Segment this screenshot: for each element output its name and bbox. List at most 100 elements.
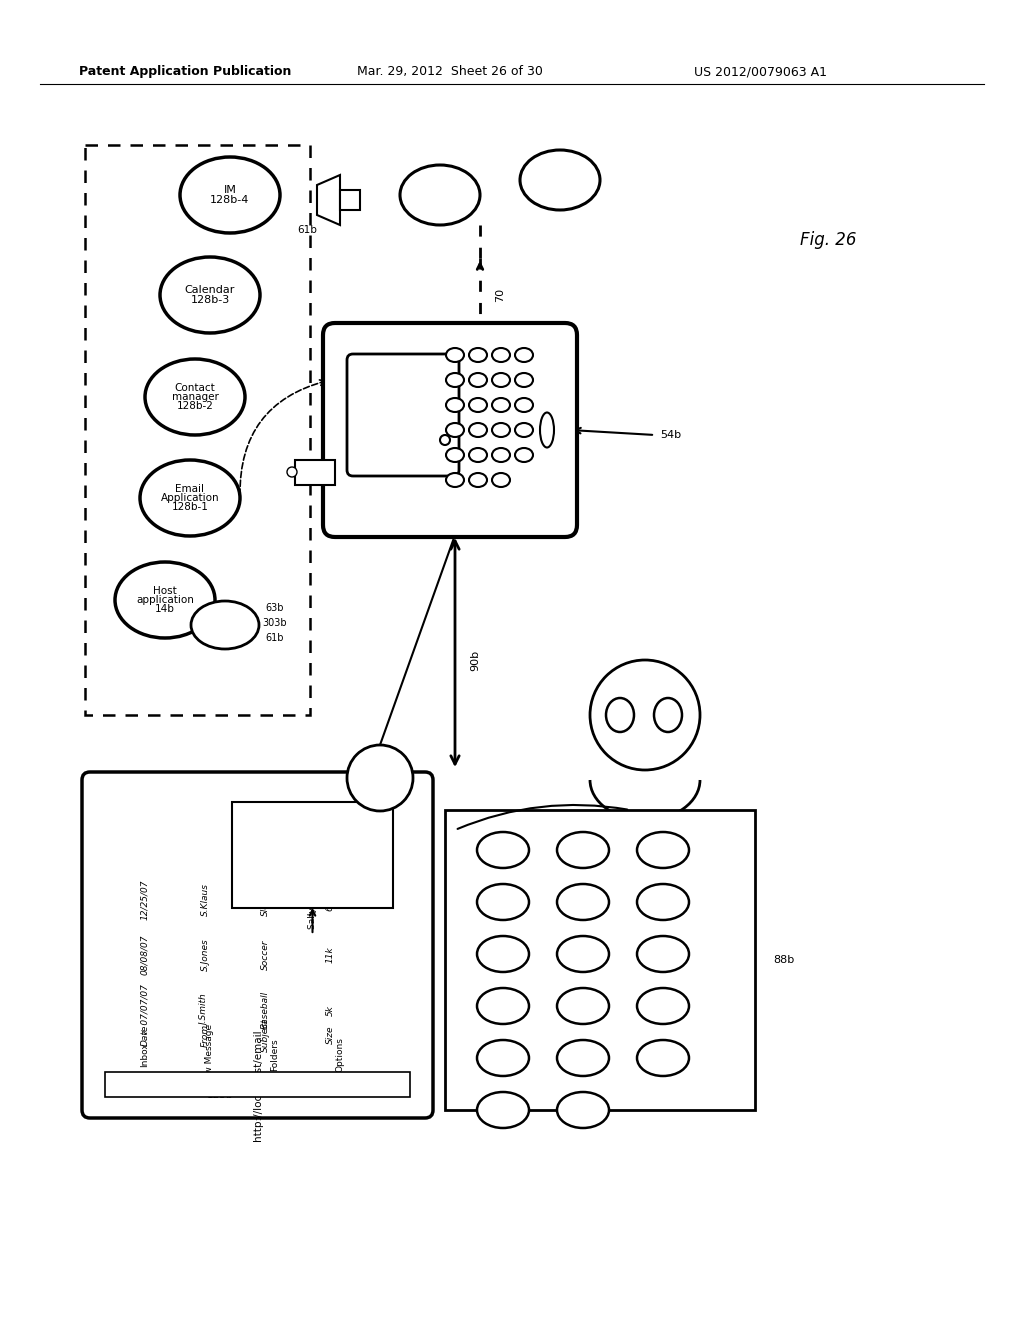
Ellipse shape [140,459,240,536]
Ellipse shape [492,348,510,362]
Ellipse shape [637,1040,689,1076]
Circle shape [440,436,450,445]
Ellipse shape [492,422,510,437]
Text: Fig. 26: Fig. 26 [800,231,856,249]
Ellipse shape [477,832,529,869]
Text: New Message: New Message [206,1024,214,1086]
Ellipse shape [469,422,487,437]
Ellipse shape [492,447,510,462]
Ellipse shape [477,884,529,920]
Text: Mar. 29, 2012  Sheet 26 of 30: Mar. 29, 2012 Sheet 26 of 30 [357,66,543,78]
Text: 14b: 14b [155,605,175,614]
Text: 303b: 303b [263,618,288,628]
Text: 11k: 11k [326,946,335,964]
Text: 620k: 620k [326,888,335,911]
Ellipse shape [515,447,534,462]
Ellipse shape [469,348,487,362]
Circle shape [347,744,413,810]
Ellipse shape [557,1040,609,1076]
Text: 128b-1: 128b-1 [172,502,209,512]
Text: 128b-2: 128b-2 [176,401,213,411]
Ellipse shape [637,884,689,920]
Text: Subject: Subject [260,1018,269,1052]
Text: 12/25/07: 12/25/07 [140,879,150,920]
Text: US 2012/0079063 A1: US 2012/0079063 A1 [693,66,826,78]
Text: Inbox: Inbox [140,1043,150,1068]
Text: 60b-4: 60b-4 [545,172,575,181]
FancyBboxPatch shape [347,354,459,477]
Text: ✓ 07/07/07: ✓ 07/07/07 [140,985,150,1035]
Bar [105,1072,410,1097]
Text: 123b: 123b [207,1090,233,1100]
FancyBboxPatch shape [232,803,393,908]
Ellipse shape [477,1092,529,1129]
Text: S.Jones: S.Jones [201,939,210,972]
Polygon shape [340,190,360,210]
Ellipse shape [637,936,689,972]
Ellipse shape [557,884,609,920]
Text: 128b-3: 128b-3 [190,294,229,305]
Text: 60b-1: 60b-1 [425,187,455,197]
Bar [445,810,755,1110]
Text: Sleighs: Sleighs [260,884,269,916]
Text: 88b: 88b [773,954,795,965]
Ellipse shape [492,473,510,487]
Text: 54b: 54b [660,430,681,440]
Text: Email: Email [175,484,205,494]
Ellipse shape [557,987,609,1024]
Text: Size: Size [326,1026,335,1044]
Text: 5k: 5k [326,1005,335,1015]
Text: Contact: Contact [175,383,215,393]
Ellipse shape [515,399,534,412]
Ellipse shape [515,374,534,387]
Ellipse shape [446,473,464,487]
Ellipse shape [515,348,534,362]
Ellipse shape [400,165,480,224]
Circle shape [287,467,297,477]
Ellipse shape [637,987,689,1024]
Text: IM: IM [223,185,237,195]
Ellipse shape [606,698,634,733]
Text: Soccer: Soccer [260,940,269,970]
Text: S.Klaus: S.Klaus [201,883,210,916]
Ellipse shape [446,422,464,437]
Ellipse shape [654,698,682,733]
Ellipse shape [540,412,554,447]
Text: Application: Application [161,492,219,503]
Ellipse shape [469,399,487,412]
Ellipse shape [492,374,510,387]
Text: 30.1b: 30.1b [210,620,240,630]
Text: application: application [136,595,194,605]
Text: Patent Application Publication: Patent Application Publication [79,66,291,78]
Ellipse shape [180,157,280,234]
Ellipse shape [446,374,464,387]
Ellipse shape [477,936,529,972]
Text: J.Smith: J.Smith [201,994,210,1026]
Ellipse shape [469,473,487,487]
Ellipse shape [557,936,609,972]
Polygon shape [317,176,340,224]
Text: 08/08/07: 08/08/07 [140,935,150,975]
Text: 61b: 61b [297,224,317,235]
Ellipse shape [557,832,609,869]
Ellipse shape [446,399,464,412]
FancyBboxPatch shape [82,772,433,1118]
Text: 70: 70 [495,288,505,302]
Text: Calendar: Calendar [184,285,236,296]
Text: IM Window: IM Window [307,800,317,861]
Ellipse shape [469,374,487,387]
Ellipse shape [160,257,260,333]
Text: Date: Date [140,1024,150,1045]
Text: http://localhost/email: http://localhost/email [253,1030,262,1140]
Text: Host: Host [154,586,177,597]
Circle shape [590,660,700,770]
Text: Folders: Folders [270,1039,280,1072]
FancyBboxPatch shape [323,323,577,537]
Text: Options: Options [336,1038,344,1072]
Bar [295,459,335,484]
Text: From: From [201,1023,210,1047]
Ellipse shape [515,422,534,437]
Text: 128b-4: 128b-4 [210,195,250,205]
Ellipse shape [520,150,600,210]
Text: 90b: 90b [470,649,480,671]
